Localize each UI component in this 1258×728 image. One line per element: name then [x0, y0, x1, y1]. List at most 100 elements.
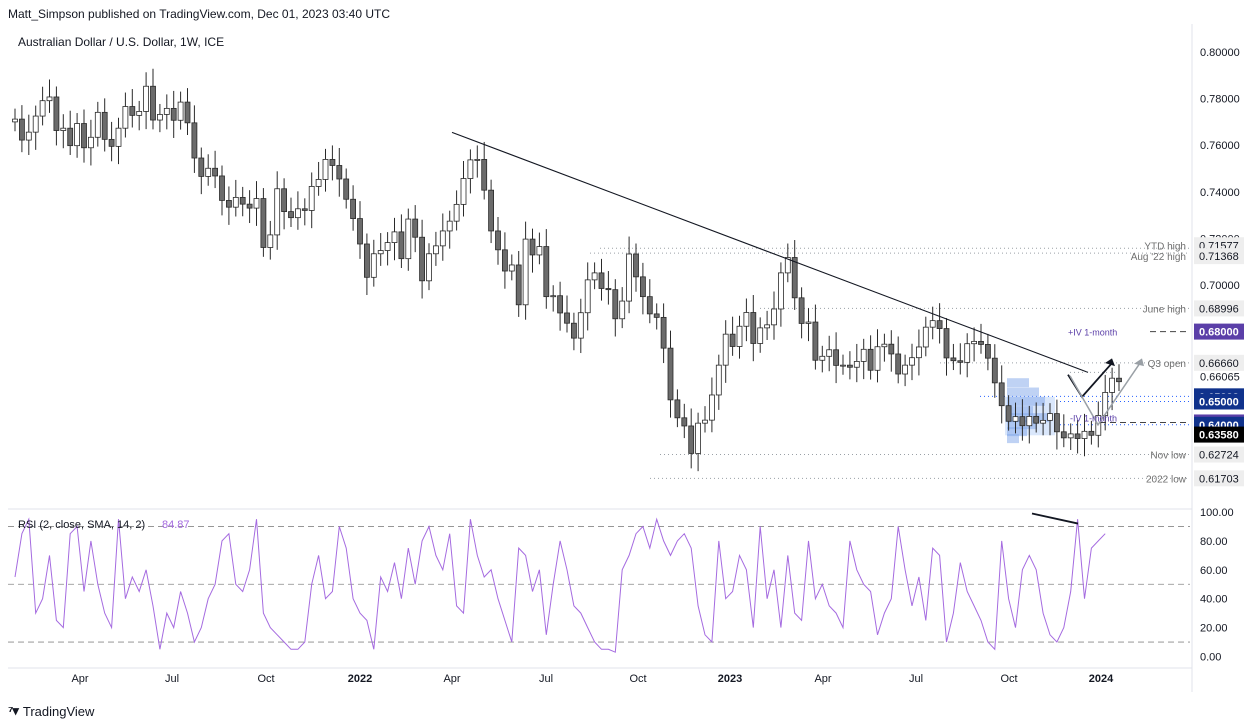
- candle-body: [474, 159, 481, 161]
- candle-body: [805, 321, 812, 324]
- candle-body: [778, 272, 784, 310]
- price-label: 0.68996: [1199, 303, 1239, 315]
- price-label-bg: [1194, 300, 1244, 317]
- candle-body: [591, 272, 598, 281]
- price-tick-label: 0.74000: [1200, 187, 1240, 199]
- trend-drawings: +IV 1-month -IV 1-month: [451, 131, 1144, 427]
- rsi-pane: 100.00 80.00 60.00 40.00 20.00 0.00: [8, 507, 1234, 664]
- price-label-bg: [1194, 470, 1244, 487]
- candle-body: [32, 115, 39, 133]
- price-label: 0.65000: [1199, 397, 1239, 409]
- candle-body: [81, 123, 87, 149]
- rsi-tick-label: 100.00: [1200, 507, 1234, 519]
- volume-profile: [1005, 378, 1055, 444]
- candle-body: [1081, 430, 1088, 439]
- candle-body: [246, 203, 253, 209]
- chart-title: Australian Dollar / U.S. Dollar, 1W, ICE: [18, 35, 224, 49]
- time-tick-label: Oct: [1000, 673, 1017, 685]
- candle-body: [439, 230, 446, 247]
- candle-body: [212, 167, 219, 177]
- candle-body: [833, 349, 839, 366]
- candle-body: [626, 253, 632, 302]
- candle-body: [605, 288, 612, 291]
- candle-body: [916, 346, 922, 359]
- candle-body: [1074, 433, 1081, 439]
- candle-body: [260, 198, 267, 248]
- candle-body: [874, 346, 881, 371]
- candle-body: [198, 157, 205, 177]
- candle-body: [695, 422, 701, 454]
- candle-body: [598, 272, 605, 289]
- time-tick-label: Apr: [814, 673, 831, 685]
- candle-body: [550, 295, 557, 298]
- candle-body: [557, 295, 563, 314]
- candle-body: [46, 96, 53, 102]
- candle-body: [543, 246, 550, 298]
- rsi-title: RSI (2, close, SMA, 14, 2): [18, 519, 145, 531]
- candle-body: [909, 357, 915, 366]
- candle-body: [1012, 416, 1019, 422]
- candle-body: [363, 243, 370, 278]
- time-tick-label: 2023: [718, 673, 742, 685]
- time-tick-label: Jul: [909, 673, 923, 685]
- price-axis: 0.800000.780000.760000.740000.720000.700…: [1194, 47, 1244, 487]
- rsi-tick-label: 40.00: [1200, 594, 1228, 606]
- candle-body: [660, 316, 667, 349]
- candle-body: [129, 106, 136, 116]
- candle-body: [101, 111, 108, 140]
- candle-body: [377, 250, 384, 255]
- candle-body: [736, 325, 743, 347]
- candle-body: [1047, 413, 1053, 421]
- candle-body: [225, 200, 232, 208]
- level-name: June high: [1143, 304, 1186, 315]
- rsi-divergence-line: [1031, 512, 1079, 525]
- candle-body: [67, 127, 74, 147]
- candle-body: [163, 107, 170, 115]
- arrow-head: [1105, 358, 1115, 367]
- candle-body: [674, 399, 681, 419]
- candle-body: [640, 276, 646, 298]
- candle-body: [267, 234, 274, 248]
- candle-body: [1040, 419, 1046, 424]
- price-label: 0.63580: [1199, 430, 1239, 442]
- candle-body: [536, 246, 543, 256]
- candle-body: [771, 308, 777, 326]
- candle-body: [764, 324, 770, 329]
- candle-body: [991, 357, 998, 384]
- candle-body: [881, 343, 888, 348]
- level-name: Q3 open: [1148, 359, 1186, 370]
- candle-body: [94, 111, 101, 138]
- iv-up-label: +IV 1-month: [1068, 328, 1117, 338]
- candle-body: [60, 127, 67, 131]
- candle-body: [646, 296, 653, 315]
- rsi-tick-label: 60.00: [1200, 565, 1228, 577]
- candle-body: [722, 333, 729, 366]
- price-tick-label: 0.70000: [1200, 280, 1240, 292]
- candle-body: [577, 312, 584, 339]
- candle-body: [391, 231, 398, 243]
- candle-body: [12, 118, 18, 123]
- candle-body: [412, 218, 419, 238]
- candle-body: [612, 289, 619, 320]
- candle-body: [205, 167, 212, 177]
- candle-body: [633, 253, 639, 278]
- candle-body: [177, 101, 184, 121]
- price-label: 0.62724: [1199, 450, 1239, 462]
- candles: [12, 68, 1122, 472]
- candle-body: [791, 257, 798, 299]
- candle-body: [998, 382, 1005, 407]
- candle-body: [350, 198, 357, 219]
- candle-body: [453, 203, 460, 222]
- candle-body: [156, 114, 163, 121]
- candle-body: [743, 312, 750, 327]
- candle-body: [460, 178, 467, 205]
- candle-body: [143, 85, 150, 112]
- candle-body: [508, 264, 515, 272]
- candle-body: [943, 328, 950, 359]
- time-tick-label: Oct: [629, 673, 646, 685]
- candle-body: [522, 238, 529, 306]
- downtrend-line: [451, 131, 1089, 373]
- arrow-head: [1134, 358, 1144, 367]
- time-tick-label: Apr: [71, 673, 88, 685]
